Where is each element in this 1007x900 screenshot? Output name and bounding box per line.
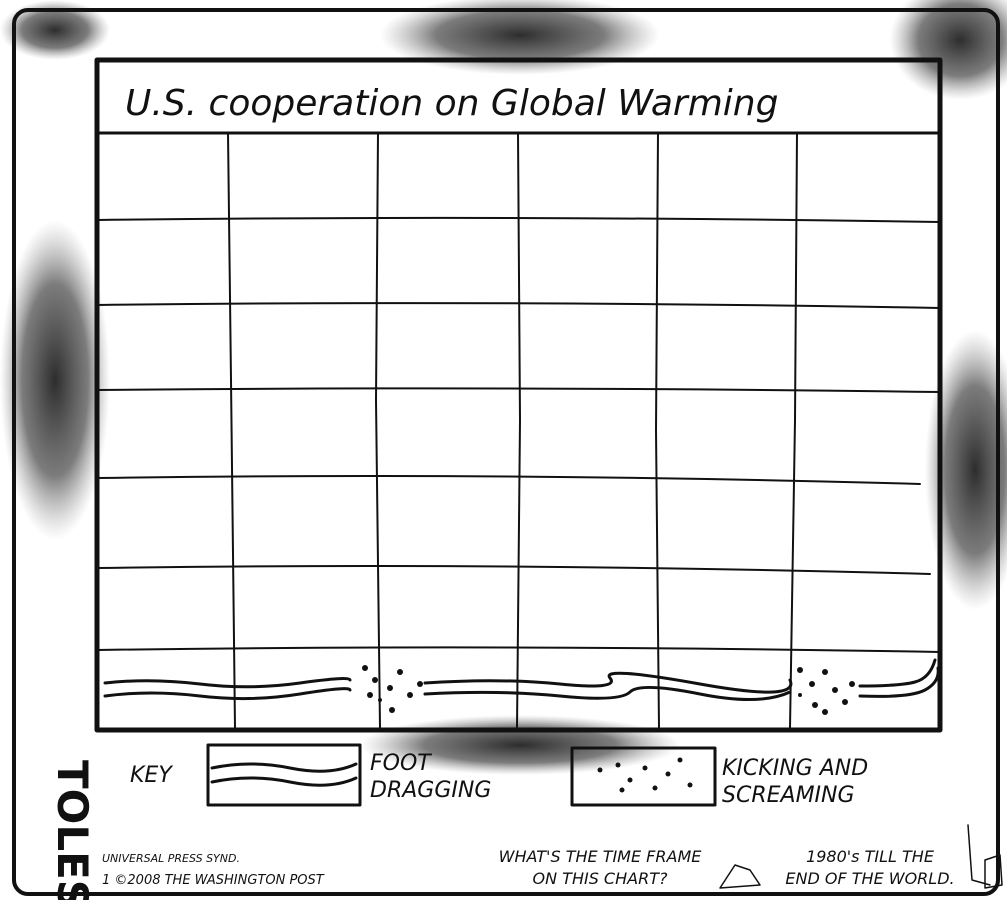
chart-title: U.S. cooperation on Global Warming [125, 83, 778, 124]
shading [0, 220, 110, 540]
key-label: KEY [130, 763, 173, 788]
key-text: FOOT [370, 751, 432, 776]
key-swatch-dots [616, 763, 621, 768]
kicking-screaming-dots [407, 692, 413, 698]
key-swatch-dots [678, 758, 683, 763]
cartoon: U.S. cooperation on Global Warming KEY F… [0, 0, 1007, 900]
key-swatch-dots [666, 772, 671, 777]
kicking-screaming-dots [812, 702, 818, 708]
key-text: SCREAMING [722, 783, 855, 808]
speech: 1980's TILL THE [806, 847, 935, 866]
credit: UNIVERSAL PRESS SYND. [102, 852, 240, 865]
speech: ON THIS CHART? [533, 869, 668, 888]
kicking-screaming-dots [367, 692, 373, 698]
page: U.S. cooperation on Global Warming KEY F… [0, 0, 1007, 900]
key-swatch-dots [620, 788, 625, 793]
key-swatch-dots [628, 778, 633, 783]
kicking-screaming-dots [362, 665, 368, 671]
key-swatch-dots [653, 786, 658, 791]
kicking-screaming-dots [397, 669, 403, 675]
key-swatch-dots [598, 768, 603, 773]
kicking-screaming-dots [832, 687, 838, 693]
key-text: DRAGGING [370, 778, 491, 803]
kicking-screaming-dots [797, 667, 803, 673]
kicking-screaming-dots [417, 681, 423, 687]
kicking-screaming-dots [387, 685, 393, 691]
kicking-screaming-dots [842, 699, 848, 705]
key-swatch-dots [688, 783, 693, 788]
kicking-screaming-dots [809, 681, 815, 687]
speech: WHAT'S THE TIME FRAME [499, 847, 703, 866]
kicking-screaming-dots [822, 709, 828, 715]
kicking-screaming-dots [378, 698, 382, 702]
kicking-screaming-dots [372, 677, 378, 683]
speech: END OF THE WORLD. [785, 869, 954, 888]
signature: TOLES [48, 760, 97, 900]
credit: 1 ©2008 THE WASHINGTON POST [102, 873, 325, 888]
key-text: KICKING AND [722, 756, 868, 781]
kicking-screaming-dots [798, 693, 802, 697]
kicking-screaming-dots [389, 707, 395, 713]
kicking-screaming-dots [849, 681, 855, 687]
kicking-screaming-dots [822, 669, 828, 675]
key-swatch-dots [643, 766, 648, 771]
